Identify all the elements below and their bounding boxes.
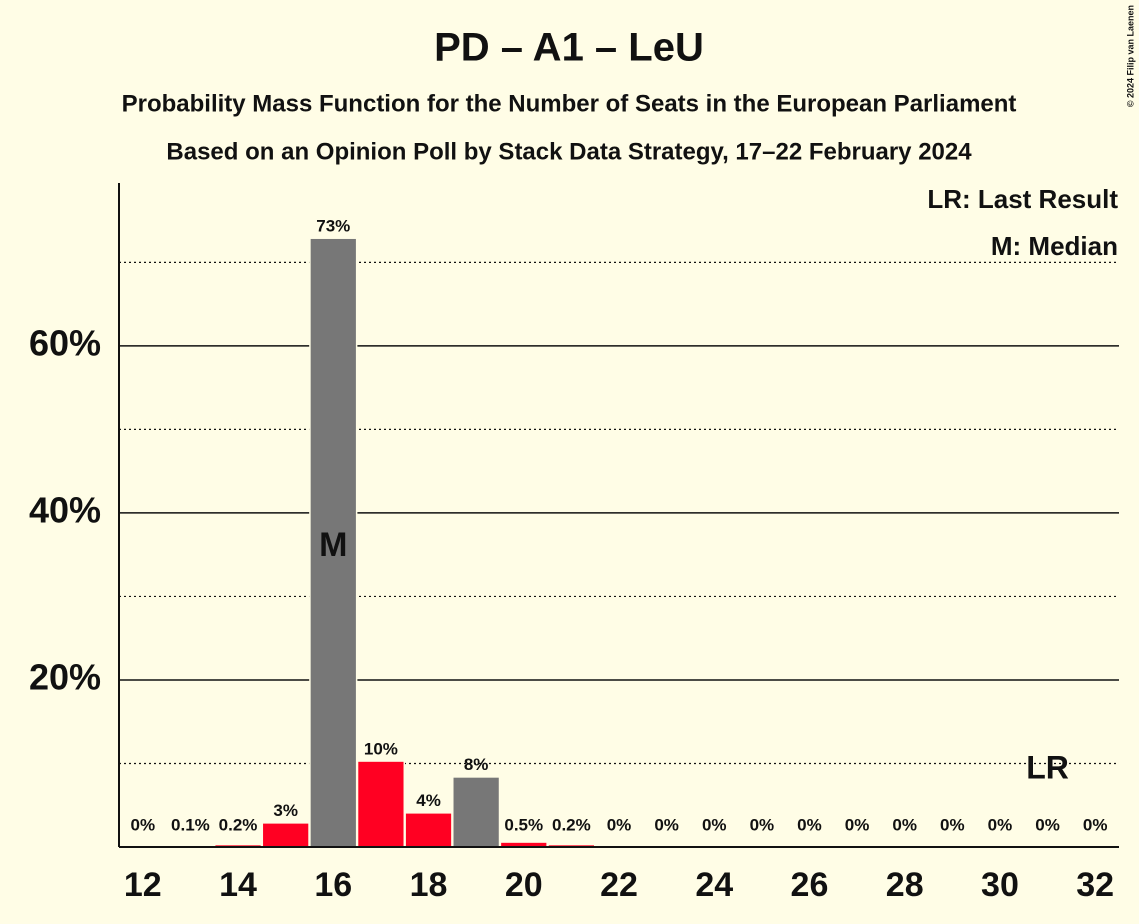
x-tick-label: 26 (791, 866, 829, 904)
value-label: 0% (940, 815, 965, 834)
legend-entry: LR: Last Result (927, 184, 1118, 214)
x-tick-label: 18 (410, 866, 448, 904)
value-label: 0% (702, 815, 727, 834)
value-label: 10% (364, 739, 398, 758)
value-label: 0.1% (171, 815, 210, 834)
bar (452, 776, 501, 849)
x-tick-label: 28 (886, 866, 924, 904)
legend-entry: M: Median (991, 231, 1118, 261)
bar (404, 812, 453, 849)
value-label: 0% (845, 815, 870, 834)
x-tick-label: 24 (695, 866, 733, 904)
value-label: 0% (797, 815, 822, 834)
x-tick-label: 14 (219, 866, 257, 904)
value-label: 0% (654, 815, 679, 834)
value-label: 73% (316, 216, 350, 235)
copyright: © 2024 Filip van Laenen (1125, 5, 1135, 107)
x-tick-label: 30 (981, 866, 1019, 904)
x-tick-label: 32 (1076, 866, 1114, 904)
bar (309, 237, 358, 849)
value-label: 4% (416, 791, 441, 810)
value-label: 0% (892, 815, 917, 834)
chart-subtitle: Probability Mass Function for the Number… (122, 90, 1017, 117)
bar (261, 822, 310, 849)
x-tick-label: 22 (600, 866, 638, 904)
value-label: 0% (750, 815, 775, 834)
value-label: 0% (1035, 815, 1060, 834)
value-label: 0% (607, 815, 632, 834)
value-label: 0% (131, 815, 156, 834)
value-label: 3% (273, 801, 298, 820)
y-tick-label: 60% (29, 322, 101, 363)
chart-subtitle: Based on an Opinion Poll by Stack Data S… (166, 138, 972, 165)
x-tick-label: 12 (124, 866, 162, 904)
value-label: 0% (988, 815, 1013, 834)
value-label: 0% (1083, 815, 1108, 834)
value-label: 0.2% (552, 815, 591, 834)
value-label: 0.2% (219, 815, 258, 834)
x-tick-label: 16 (314, 866, 352, 904)
bar (356, 760, 406, 849)
value-label: 0.5% (504, 815, 543, 834)
y-tick-label: 20% (29, 656, 101, 697)
median-marker: M (319, 526, 347, 564)
chart-title: PD – A1 – LeU (434, 26, 704, 70)
last-result-marker: LR (1026, 749, 1069, 785)
x-tick-label: 20 (505, 866, 543, 904)
value-label: 8% (464, 755, 489, 774)
y-tick-label: 40% (29, 489, 101, 530)
